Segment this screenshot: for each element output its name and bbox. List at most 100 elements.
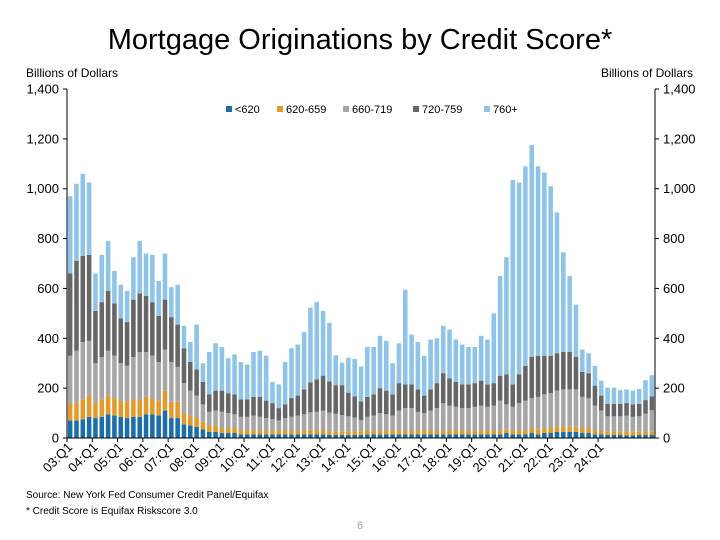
bar-segment [270,419,275,431]
y-tick-label-right: 0 [663,431,670,446]
bar-segment [649,431,655,436]
bar-segment [282,434,288,438]
bar-segment [131,399,136,417]
bar-segment [440,434,446,438]
bar-segment [74,420,79,438]
bar-segment [567,426,572,432]
bar-segment [453,434,459,438]
bar-segment [156,361,161,401]
bar-segment [244,364,250,400]
bar-segment [276,408,282,421]
bar-segment [86,182,92,255]
bar-segment [624,403,629,416]
bar-segment [232,394,237,415]
bar-segment [491,434,497,438]
bar-segment [238,361,244,400]
bar-segment [270,434,275,438]
bar-segment [93,403,98,419]
source-note: Source: New York Fed Consumer Credit Pan… [26,490,269,501]
bar-segment [200,404,206,422]
bar-segment [548,433,553,438]
bar-segment [384,430,389,435]
bar-segment [244,399,250,417]
bar-segment [67,355,73,404]
bar-segment [624,415,629,432]
bar-segment [598,395,604,411]
bar-segment [194,369,199,396]
bar-segment [80,173,86,257]
bar-segment [251,434,256,438]
bar-segment [371,430,376,435]
bar-segment [516,434,522,438]
bar-segment [308,382,313,413]
bar-segment [105,241,111,291]
bar-segment [156,315,161,362]
bar-segment [156,400,161,416]
bar-segment [402,408,408,431]
bar-segment [206,425,212,432]
bar-segment [112,415,117,438]
bar-segment [333,413,338,432]
legend-swatch [343,106,349,112]
bar-segment [263,434,269,438]
bar-segment [238,430,244,435]
bar-segment [529,145,534,357]
bar-segment [617,435,623,438]
bar-segment [365,430,370,435]
bar-segment [358,401,364,421]
bar-segment [466,384,471,409]
bar-segment [365,434,370,438]
y-tick-label-right: 800 [663,231,685,246]
bar-segment [339,362,345,386]
bar-segment [371,394,376,416]
legend-swatch [226,106,232,112]
bar-segment [504,429,509,434]
bar-segment [472,430,478,435]
bar-segment [225,358,231,394]
bar-segment [453,406,459,431]
bar-segment [440,430,446,435]
bar-segment [605,387,610,404]
bar-segment [93,310,98,364]
bar-segment [396,430,402,435]
bar-segment [188,415,193,426]
bar-segment [346,392,351,417]
bar-segment [320,375,326,411]
bar-segment [86,416,92,438]
bar-segment [213,343,218,391]
y-tick-label-right: 600 [663,281,685,296]
bar-segment [169,317,174,362]
legend-swatch [277,106,283,112]
bar-segment [491,405,497,431]
bar-segment [421,434,427,438]
bar-segment [485,406,490,431]
bar-segment [396,410,402,431]
bar-segment [573,356,579,390]
bar-segment [542,355,547,395]
bar-segment [630,404,636,417]
bar-segment [301,332,307,390]
bar-segment [617,416,623,432]
bar-segment [74,261,79,351]
bar-segment [219,411,225,429]
bar-segment [636,435,642,438]
bar-segment [504,257,509,375]
bar-segment [643,413,648,432]
bar-segment [611,416,617,432]
bar-segment [504,433,509,438]
bar-segment [567,352,572,390]
bar-segment [169,401,174,419]
bar-segment [263,400,269,419]
bar-segment [567,431,572,438]
bar-segment [80,419,86,438]
bar-segment [510,430,516,435]
bar-segment [105,414,111,438]
bar-segment [301,389,307,415]
bar-segment [200,363,206,382]
bar-segment [384,434,389,438]
bar-segment [630,435,636,438]
bar-segment [580,428,585,434]
bar-segment [605,435,610,438]
bar-segment [504,374,509,405]
bar-segment [649,375,655,397]
